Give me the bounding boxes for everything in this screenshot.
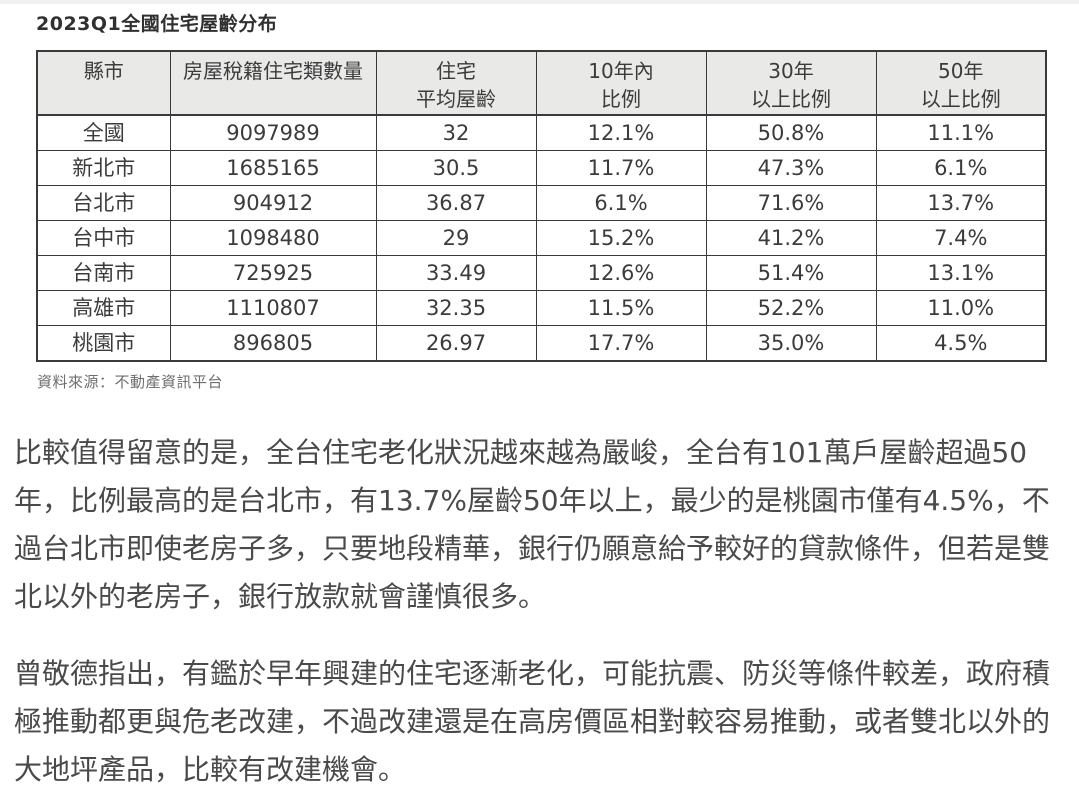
table-row: 新北市 1685165 30.5 11.7% 47.3% 6.1% [36,150,1047,186]
table-row: 全國 9097989 32 12.1% 50.8% 11.1% [36,114,1047,151]
housing-age-figure: 2023Q1全國住宅屋齡分布 縣市 房屋稅籍住宅類數量 住宅 平均屋齡 10年內… [0,0,1079,392]
cell-under-10y: 17.7% [535,325,707,362]
cell-under-10y: 11.5% [535,290,707,326]
cell-avg-age: 26.97 [375,325,537,362]
cell-county: 台中市 [36,220,171,256]
cell-over-50y: 11.1% [875,114,1047,151]
cell-over-50y: 11.0% [875,290,1047,326]
table-row: 台南市 725925 33.49 12.6% 51.4% 13.1% [36,255,1047,291]
cell-avg-age: 32.35 [375,290,537,326]
cell-under-10y: 12.6% [535,255,707,291]
figure-title: 2023Q1全國住宅屋齡分布 [36,13,278,35]
cell-over-50y: 7.4% [875,220,1047,256]
cell-over-50y: 6.1% [875,150,1047,186]
cell-housing-count: 904912 [169,185,377,221]
paragraph-expert-comment: 曾敬德指出，有鑑於早年興建的住宅逐漸老化，可能抗震、防災等條件較差，政府積極推動… [14,657,1051,786]
cell-over-50y: 4.5% [875,325,1047,362]
cell-housing-count: 1098480 [169,220,377,256]
cell-avg-age: 36.87 [375,185,537,221]
cell-over-30y: 50.8% [705,114,877,151]
table-row: 台北市 904912 36.87 6.1% 71.6% 13.7% [36,185,1047,221]
cell-over-30y: 52.2% [705,290,877,326]
cell-housing-count: 725925 [169,255,377,291]
figure-top-edge [0,0,1079,4]
cell-over-30y: 41.2% [705,220,877,256]
cell-under-10y: 15.2% [535,220,707,256]
header-county: 縣市 [36,50,171,116]
table-header-row: 縣市 房屋稅籍住宅類數量 住宅 平均屋齡 10年內 比例 30年 以上比例 50… [36,50,1047,116]
cell-avg-age: 33.49 [375,255,537,291]
paragraph-aging-housing: 比較值得留意的是，全台住宅老化狀況越來越為嚴峻，全台有101萬戶屋齡超過50年，… [14,436,1051,613]
cell-county: 高雄市 [36,290,171,326]
cell-avg-age: 29 [375,220,537,256]
article-body: 比較值得留意的是，全台住宅老化狀況越來越為嚴峻，全台有101萬戶屋齡超過50年，… [0,392,1079,794]
cell-county: 全國 [36,114,171,151]
cell-over-50y: 13.1% [875,255,1047,291]
cell-over-30y: 47.3% [705,150,877,186]
header-under-10y: 10年內 比例 [535,50,707,116]
cell-county: 台北市 [36,185,171,221]
cell-county: 桃園市 [36,325,171,362]
cell-housing-count: 896805 [169,325,377,362]
cell-housing-count: 1685165 [169,150,377,186]
cell-under-10y: 11.7% [535,150,707,186]
housing-age-table: 縣市 房屋稅籍住宅類數量 住宅 平均屋齡 10年內 比例 30年 以上比例 50… [36,50,1047,362]
table-row: 台中市 1098480 29 15.2% 41.2% 7.4% [36,220,1047,256]
data-source-note: 資料來源：不動產資訊平台 [37,373,224,391]
cell-under-10y: 12.1% [535,114,707,151]
cell-county: 新北市 [36,150,171,186]
cell-avg-age: 30.5 [375,150,537,186]
cell-over-50y: 13.7% [875,185,1047,221]
cell-under-10y: 6.1% [535,185,707,221]
cell-housing-count: 1110807 [169,290,377,326]
header-avg-age: 住宅 平均屋齡 [375,50,537,116]
cell-avg-age: 32 [375,114,537,151]
cell-over-30y: 71.6% [705,185,877,221]
header-housing-count: 房屋稅籍住宅類數量 [169,50,377,116]
table-row: 高雄市 1110807 32.35 11.5% 52.2% 11.0% [36,290,1047,326]
cell-county: 台南市 [36,255,171,291]
cell-over-30y: 51.4% [705,255,877,291]
table-row: 桃園市 896805 26.97 17.7% 35.0% 4.5% [36,325,1047,362]
header-over-50y: 50年 以上比例 [875,50,1047,116]
cell-over-30y: 35.0% [705,325,877,362]
cell-housing-count: 9097989 [169,114,377,151]
header-over-30y: 30年 以上比例 [705,50,877,116]
